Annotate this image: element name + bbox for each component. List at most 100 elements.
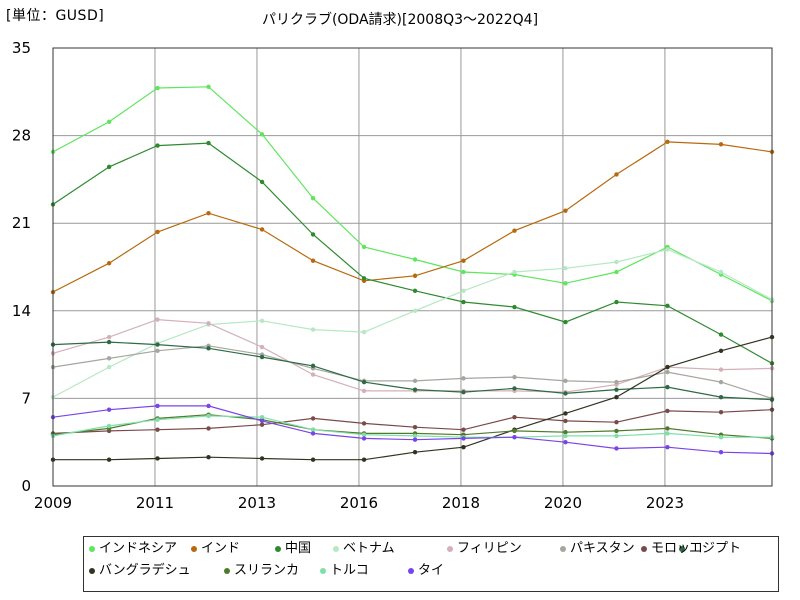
legend-label: インド xyxy=(201,541,241,556)
data-point xyxy=(106,164,112,170)
legend-marker xyxy=(408,567,414,574)
data-point xyxy=(614,299,619,305)
data-point xyxy=(718,367,724,372)
data-point xyxy=(461,376,466,381)
data-point xyxy=(461,258,466,263)
legend-label: モロッコ xyxy=(651,541,704,556)
data-point xyxy=(461,427,466,432)
data-point xyxy=(718,348,724,354)
data-point xyxy=(614,433,619,439)
data-point xyxy=(614,446,619,451)
series-line xyxy=(52,86,773,302)
series-モロッコ xyxy=(50,407,775,436)
data-point xyxy=(106,339,112,345)
data-point xyxy=(155,317,160,322)
x-tick-label: 2013 xyxy=(238,494,276,512)
legend-marker xyxy=(89,545,95,552)
legend-marker xyxy=(191,545,197,552)
legend-label: 中国 xyxy=(285,541,312,556)
data-point xyxy=(361,457,367,462)
series-タイ xyxy=(50,403,775,456)
data-point xyxy=(563,208,568,213)
legend-marker xyxy=(447,545,453,552)
x-tick-label: 2018 xyxy=(442,494,480,512)
data-point xyxy=(563,411,568,416)
data-point xyxy=(206,321,211,326)
data-point xyxy=(310,327,316,332)
legend-item: ベトナム xyxy=(333,540,395,558)
data-point xyxy=(512,386,517,391)
data-point xyxy=(563,319,568,325)
data-point xyxy=(718,394,724,400)
series-インド xyxy=(50,139,775,295)
data-point xyxy=(206,455,211,460)
data-point xyxy=(259,422,265,427)
legend-item: タイ xyxy=(408,562,444,580)
series-line xyxy=(52,248,773,398)
data-point xyxy=(412,257,418,262)
axis-labels: 0 7 14 21 28 35 2009 2011 2013 2016 2018 2020 2023 xyxy=(12,39,684,512)
data-point xyxy=(718,379,724,385)
data-point xyxy=(665,431,670,436)
data-point xyxy=(412,378,418,384)
legend-label: バングラデシュ xyxy=(99,563,191,578)
legend-item: モロッコ xyxy=(641,540,703,558)
data-point xyxy=(665,303,670,308)
data-point xyxy=(155,85,160,91)
data-point xyxy=(512,304,517,310)
x-tick-label: 2011 xyxy=(136,494,174,512)
data-point xyxy=(155,229,160,235)
x-tick-label: 2009 xyxy=(34,494,72,512)
data-point xyxy=(106,334,112,340)
legend-label: ベトナム xyxy=(343,541,395,556)
data-point xyxy=(259,418,265,424)
data-point xyxy=(512,434,517,440)
series-エジプト xyxy=(50,339,775,402)
x-tick-label: 2020 xyxy=(544,494,582,512)
data-point xyxy=(665,139,670,145)
data-point xyxy=(259,344,265,350)
data-point xyxy=(361,276,367,281)
data-point xyxy=(310,195,316,201)
legend-item: インド xyxy=(191,540,240,558)
data-point xyxy=(259,227,265,232)
series-line xyxy=(52,141,773,293)
data-point xyxy=(665,364,670,370)
data-point xyxy=(718,332,724,337)
data-point xyxy=(206,210,211,216)
data-point xyxy=(461,288,466,293)
data-point xyxy=(718,142,724,147)
series-パキスタン xyxy=(50,343,775,401)
series-lines xyxy=(50,84,775,462)
series-ベトナム xyxy=(50,247,775,400)
legend-marker xyxy=(560,545,566,552)
data-point xyxy=(665,408,670,414)
data-point xyxy=(155,143,160,148)
legend-marker xyxy=(641,545,647,552)
data-point xyxy=(206,84,211,89)
legend-marker xyxy=(333,545,339,552)
data-point xyxy=(155,427,160,432)
data-point xyxy=(461,436,466,441)
data-point xyxy=(310,232,316,237)
data-point xyxy=(310,372,316,377)
data-point xyxy=(563,440,568,445)
data-point xyxy=(563,433,568,439)
data-point xyxy=(361,329,367,335)
data-point xyxy=(106,364,112,370)
data-point xyxy=(512,374,517,380)
data-point xyxy=(106,423,112,429)
data-point xyxy=(563,391,568,396)
data-point xyxy=(512,269,517,275)
data-point xyxy=(665,445,670,450)
data-point xyxy=(461,269,466,275)
data-point xyxy=(361,432,367,437)
data-point xyxy=(259,354,265,360)
legend-label: エジプト xyxy=(689,541,742,556)
data-point xyxy=(206,140,211,146)
data-point xyxy=(614,387,619,392)
data-point xyxy=(155,342,160,347)
data-point xyxy=(718,434,724,440)
legend-item: スリランカ xyxy=(224,562,299,580)
data-point xyxy=(665,426,670,431)
